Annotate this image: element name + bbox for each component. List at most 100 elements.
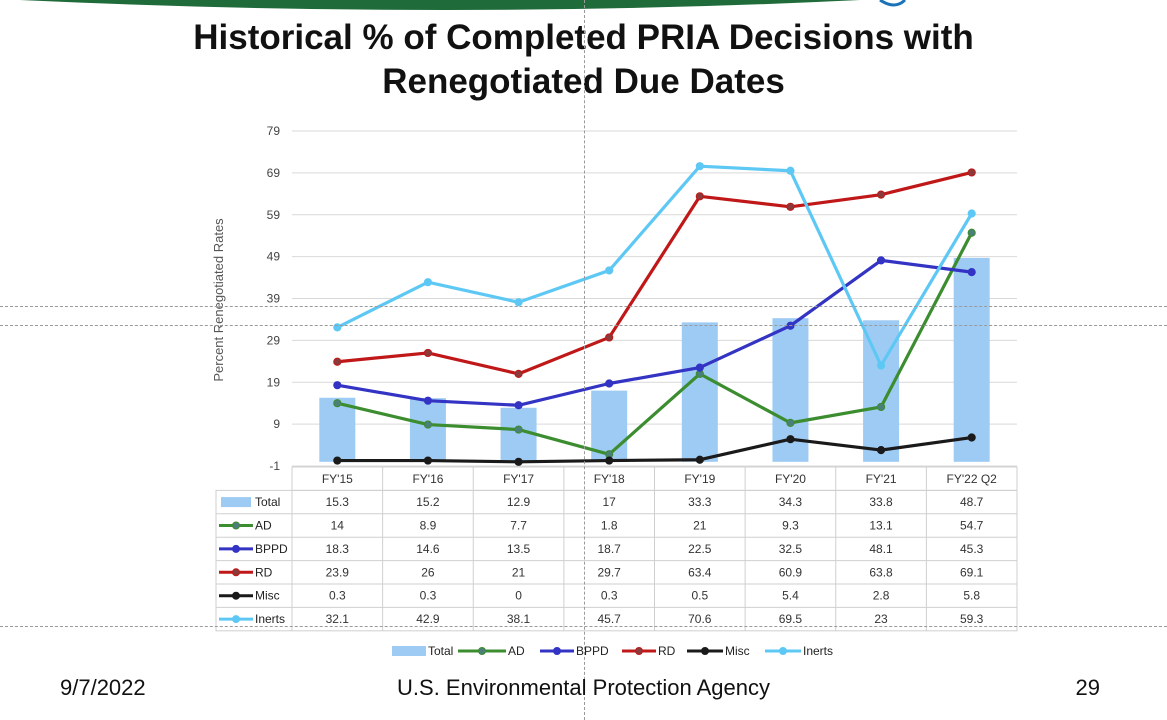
- legend-marker-rd: [635, 647, 643, 655]
- chart: -1 9 19 29 39 49 59 69 79 Percent Renegotiated Ra…: [211, 124, 1018, 658]
- point-ad: [423, 420, 433, 429]
- table-cell: 59.3: [960, 612, 984, 626]
- point-bppd: [967, 268, 976, 277]
- point-bppd: [423, 396, 433, 405]
- y-tick-label: 69: [267, 166, 281, 180]
- table-cell: 48.1: [869, 542, 893, 556]
- guide-line-horizontal-1: [0, 306, 1167, 307]
- table-cell: 45.7: [598, 612, 622, 626]
- table-cell: 33.3: [688, 495, 712, 509]
- table-key-total: [221, 497, 251, 508]
- x-tick-label: FY'17: [503, 472, 534, 486]
- y-tick-label: 79: [267, 124, 281, 138]
- guide-line-horizontal-3: [0, 626, 1167, 627]
- point-inerts: [605, 266, 614, 275]
- table-cell: 33.8: [869, 495, 893, 509]
- legend-label: RD: [658, 644, 676, 658]
- x-tick-label: FY'20: [775, 472, 806, 486]
- table-cell: 63.4: [688, 565, 712, 579]
- page-number: 29: [1075, 675, 1100, 700]
- guide-line-horizontal-2: [0, 325, 1167, 326]
- legend-label: Misc: [725, 644, 750, 658]
- table-key-marker-ad: [232, 521, 240, 530]
- point-misc: [605, 456, 614, 465]
- y-tick-label: 49: [267, 250, 281, 264]
- legend-label: Inerts: [803, 644, 833, 658]
- point-bppd: [333, 381, 342, 390]
- table-series-label: BPPD: [255, 542, 288, 556]
- table-cell: 38.1: [507, 612, 531, 626]
- bar-total: [681, 322, 718, 462]
- point-bppd: [695, 363, 704, 372]
- table-series-label: AD: [255, 519, 272, 533]
- table-cell: 12.9: [507, 495, 531, 509]
- point-inerts: [876, 361, 886, 370]
- bar-total: [319, 397, 356, 462]
- table-cell: 23: [874, 612, 888, 626]
- table-cell: 45.3: [960, 542, 984, 556]
- table-cell: 32.1: [326, 612, 350, 626]
- header-banner: [20, 0, 907, 10]
- table-cell: 70.6: [688, 612, 712, 626]
- point-rd: [423, 348, 433, 358]
- point-inerts: [786, 166, 795, 175]
- table-cell: 13.5: [507, 542, 531, 556]
- point-inerts: [423, 278, 433, 287]
- table-cell: 22.5: [688, 542, 712, 556]
- table-cell: 15.3: [326, 495, 350, 509]
- table-cell: 42.9: [416, 612, 440, 626]
- table-cell: 15.2: [416, 495, 440, 509]
- slide-title-line1: Historical % of Completed PRIA Decisions…: [193, 18, 974, 57]
- table-cell: 60.9: [779, 565, 803, 579]
- legend-marker-misc: [701, 647, 709, 655]
- point-misc: [333, 456, 342, 465]
- x-tick-label: FY'19: [684, 472, 715, 486]
- point-bppd: [514, 401, 523, 410]
- x-tick-label: FY'16: [412, 472, 443, 486]
- point-ad: [967, 228, 976, 237]
- point-ad: [514, 425, 523, 434]
- point-rd: [333, 357, 342, 366]
- point-misc: [514, 457, 523, 466]
- point-ad: [786, 418, 795, 427]
- y-tick-label: 39: [267, 292, 281, 306]
- x-tick-label: FY'21: [866, 472, 897, 486]
- table-cell: 18.7: [598, 542, 622, 556]
- legend-label: Total: [428, 644, 453, 658]
- table-cell: 9.3: [782, 519, 799, 533]
- bar-total: [953, 257, 990, 462]
- table-cell: 48.7: [960, 495, 984, 509]
- point-bppd: [605, 379, 614, 388]
- table-cell: 8.9: [420, 519, 437, 533]
- table-cell: 21: [693, 519, 707, 533]
- slide-title-line2: Renegotiated Due Dates: [382, 62, 785, 101]
- bar-total: [409, 398, 446, 462]
- point-rd: [876, 190, 886, 199]
- table-cell: 34.3: [779, 495, 803, 509]
- point-misc: [876, 445, 886, 455]
- table-cell: 0.3: [329, 589, 346, 603]
- point-rd: [786, 202, 795, 211]
- table-cell: 29.7: [598, 565, 622, 579]
- line-bppd: [337, 258, 972, 407]
- table-series-label: RD: [255, 565, 273, 579]
- table-cell: 14: [331, 519, 345, 533]
- table-cell: 5.8: [963, 589, 980, 603]
- point-misc: [967, 433, 976, 442]
- table-cell: 69.5: [779, 612, 803, 626]
- y-tick-label: 59: [267, 208, 281, 222]
- table-cell: 32.5: [779, 542, 803, 556]
- agency-name: U.S. Environmental Protection Agency: [397, 675, 770, 700]
- table-key-marker-bppd: [232, 544, 240, 553]
- x-tick-label: FY'22 Q2: [947, 472, 998, 486]
- table-cell: 0: [515, 589, 522, 603]
- line-rd: [337, 170, 973, 376]
- y-tick-label: 9: [273, 417, 280, 431]
- guide-line-vertical: [584, 0, 585, 720]
- point-ad: [333, 399, 342, 408]
- table-cell: 7.7: [510, 519, 527, 533]
- point-misc: [423, 456, 433, 465]
- point-inerts: [514, 298, 523, 307]
- legend-marker-bppd: [553, 647, 561, 655]
- legend-label: BPPD: [576, 644, 609, 658]
